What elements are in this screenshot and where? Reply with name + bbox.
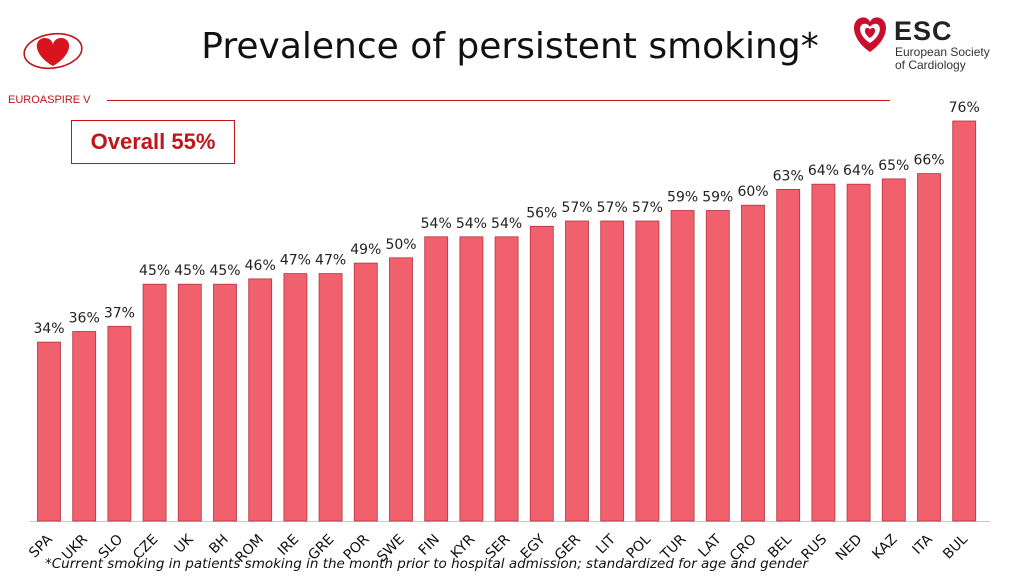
bar-kyr xyxy=(459,236,484,522)
page-title: Prevalence of persistent smoking* xyxy=(201,26,819,67)
bar-ukr xyxy=(72,331,97,522)
bar-gre xyxy=(318,273,343,522)
bar-slo xyxy=(107,325,132,522)
footnote: *Current smoking in patients smoking in … xyxy=(45,556,809,572)
value-label-slo: 37% xyxy=(104,305,135,321)
bar-rus xyxy=(811,183,836,522)
value-label-cro: 60% xyxy=(737,184,768,200)
value-label-gre: 47% xyxy=(315,253,346,269)
study-label: EUROASPIRE V xyxy=(8,94,91,106)
bar-cro xyxy=(741,204,765,522)
bar-lit xyxy=(600,220,625,522)
value-label-cze: 45% xyxy=(139,263,170,279)
bar-bh xyxy=(213,283,237,522)
bar-ire xyxy=(283,273,308,522)
bar-fin xyxy=(424,236,449,522)
bar-por xyxy=(353,262,378,522)
value-label-ned: 64% xyxy=(843,163,874,179)
x-tick-label-fin: FIN xyxy=(416,532,443,559)
x-tick-label-ned: NED xyxy=(833,532,866,565)
value-label-lit: 57% xyxy=(597,200,628,216)
bar-pol xyxy=(635,220,660,522)
bar-ned xyxy=(846,183,871,522)
bar-spa xyxy=(37,341,61,522)
value-label-fin: 54% xyxy=(421,216,452,232)
value-label-uk: 45% xyxy=(174,263,205,279)
value-label-ser: 54% xyxy=(491,216,522,232)
value-label-ita: 66% xyxy=(913,153,944,169)
esc-logo: ESC European Society of Cardiology xyxy=(848,12,1018,72)
bar-lat xyxy=(705,210,730,522)
bar-ita xyxy=(917,173,941,522)
value-label-lat: 59% xyxy=(702,190,733,206)
bar-egy xyxy=(529,225,554,522)
value-label-tur: 59% xyxy=(667,190,698,206)
value-label-kaz: 65% xyxy=(878,158,909,174)
bar-ser xyxy=(494,236,519,522)
bar-rom xyxy=(248,278,273,522)
value-label-swe: 50% xyxy=(385,237,416,253)
overall-badge: Overall 55% xyxy=(71,120,235,164)
esc-subtitle-line2: of Cardiology xyxy=(895,58,966,72)
value-label-ger: 57% xyxy=(561,200,592,216)
value-label-rom: 46% xyxy=(245,258,276,274)
value-label-por: 49% xyxy=(350,242,381,258)
value-label-bul: 76% xyxy=(949,100,980,116)
x-tick-label-bh: BH xyxy=(206,532,232,558)
bar-swe xyxy=(389,257,413,522)
bar-bel xyxy=(776,188,801,522)
value-label-spa: 34% xyxy=(33,321,64,337)
value-label-kyr: 54% xyxy=(456,216,487,232)
x-tick-label-bul: BUL xyxy=(940,531,971,562)
header-divider xyxy=(107,100,890,101)
value-label-rus: 64% xyxy=(808,163,839,179)
value-label-ukr: 36% xyxy=(69,311,100,327)
x-tick-label-ita: ITA xyxy=(910,531,937,558)
value-label-bel: 63% xyxy=(773,168,804,184)
esc-subtitle-line1: European Society xyxy=(895,45,990,59)
bar-bul xyxy=(952,120,977,522)
bar-cze xyxy=(142,283,167,522)
bar-tur xyxy=(670,210,695,522)
bar-ger xyxy=(565,220,589,522)
value-label-pol: 57% xyxy=(632,200,663,216)
value-label-egy: 56% xyxy=(526,205,557,221)
x-tick-label-uk: UK xyxy=(172,531,198,557)
value-label-ire: 47% xyxy=(280,253,311,269)
value-label-bh: 45% xyxy=(209,263,240,279)
esc-name: ESC xyxy=(894,16,953,46)
bar-kaz xyxy=(881,178,906,522)
x-tick-label-lit: LIT xyxy=(593,531,619,557)
x-tick-label-ire: IRE xyxy=(275,532,302,559)
x-tick-label-kaz: KAZ xyxy=(869,532,900,563)
heart-logo-icon xyxy=(22,30,84,72)
esc-heart-icon xyxy=(848,12,892,56)
bar-uk xyxy=(177,283,202,522)
